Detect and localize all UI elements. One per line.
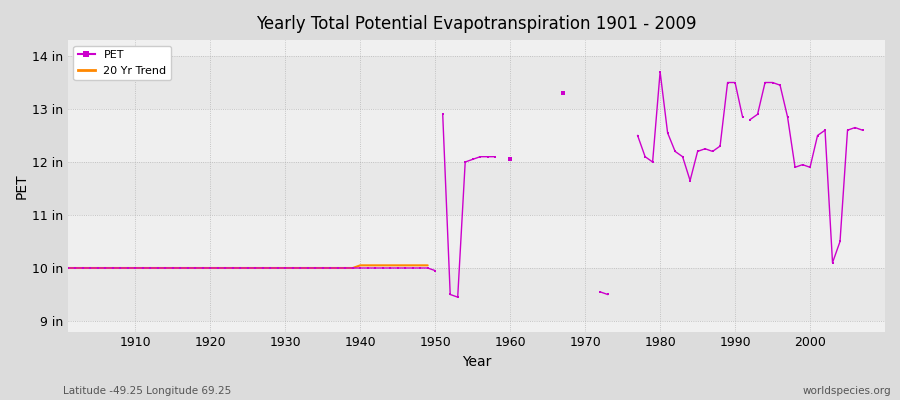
Bar [68, 215, 885, 268]
Y-axis label: PET: PET [15, 173, 29, 199]
Bar [68, 162, 885, 215]
Bar [68, 268, 885, 321]
Text: worldspecies.org: worldspecies.org [803, 386, 891, 396]
Legend: PET, 20 Yr Trend: PET, 20 Yr Trend [74, 46, 171, 80]
Bar [68, 109, 885, 162]
Text: Latitude -49.25 Longitude 69.25: Latitude -49.25 Longitude 69.25 [63, 386, 231, 396]
Title: Yearly Total Potential Evapotranspiration 1901 - 2009: Yearly Total Potential Evapotranspiratio… [256, 15, 697, 33]
X-axis label: Year: Year [462, 355, 491, 369]
Bar [68, 56, 885, 109]
